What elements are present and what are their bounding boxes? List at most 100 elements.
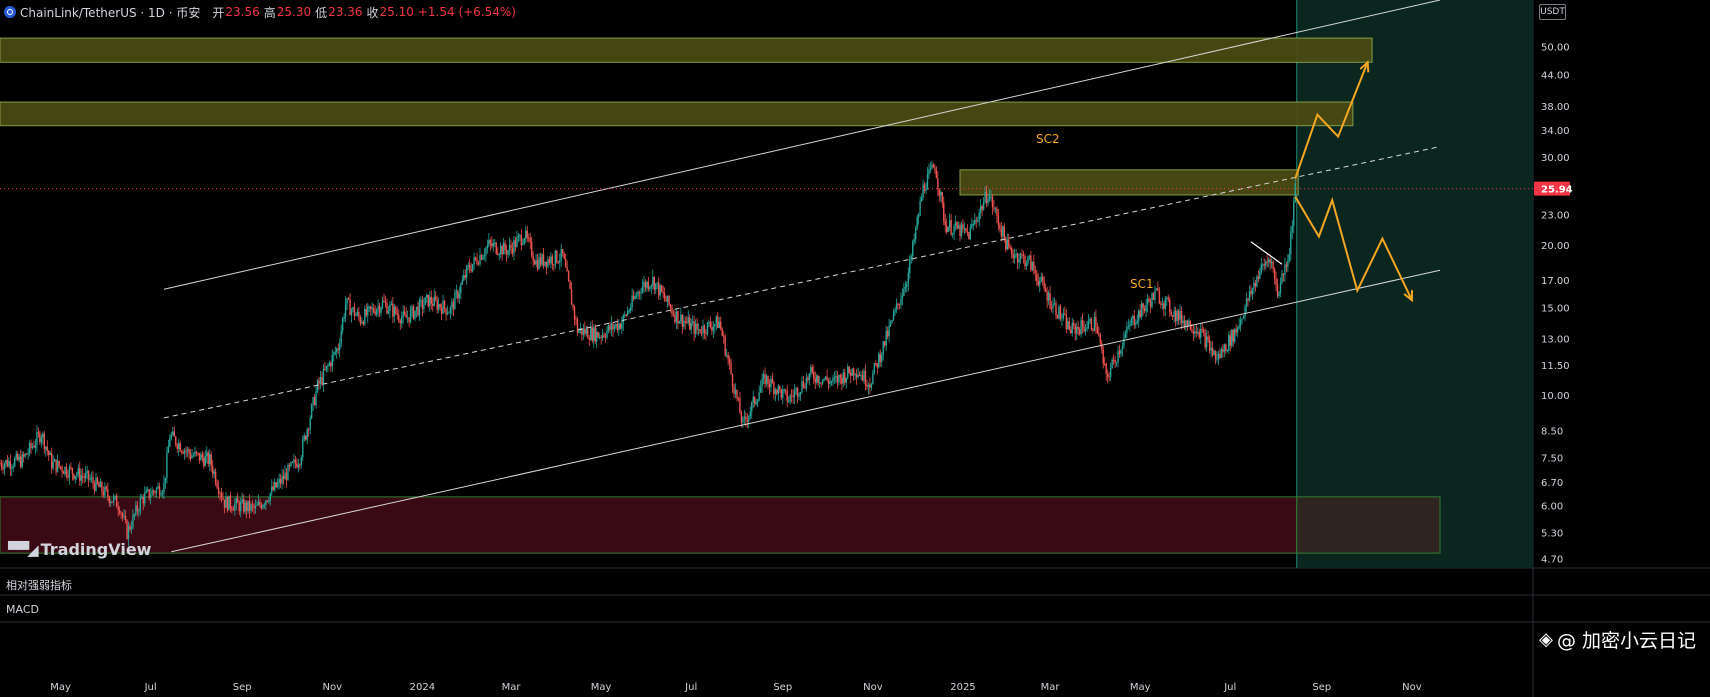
candle-body xyxy=(136,505,139,512)
candle-body xyxy=(513,240,515,254)
candle-body xyxy=(1284,264,1286,275)
candle-body xyxy=(387,311,390,314)
candle-body xyxy=(247,500,249,512)
candle-body xyxy=(418,300,421,316)
time-tick-label: Sep xyxy=(1312,682,1331,693)
candle-body xyxy=(928,169,930,175)
candle-body xyxy=(507,250,509,255)
candle-body xyxy=(307,429,310,431)
candle-body xyxy=(1152,293,1155,300)
candle-body xyxy=(940,192,942,196)
candle-body xyxy=(148,489,150,499)
candle-body xyxy=(55,459,57,472)
candle-body xyxy=(736,389,738,399)
candle-body xyxy=(817,375,819,383)
candle-body xyxy=(1276,284,1279,297)
candle-body xyxy=(256,504,258,506)
quote-currency-button[interactable]: USDT xyxy=(1539,4,1566,20)
price-tick-label: 13.00 xyxy=(1541,334,1570,345)
candle-body xyxy=(511,247,514,254)
candle-body xyxy=(18,456,20,461)
candle-body xyxy=(214,471,217,484)
macd-panel-label[interactable]: MACD xyxy=(6,603,39,616)
candle-body xyxy=(483,254,486,257)
candle-body xyxy=(87,470,90,480)
candle-body xyxy=(138,511,140,513)
candle-body xyxy=(519,235,521,237)
candle-body xyxy=(223,499,226,508)
candle-body xyxy=(734,389,737,394)
candle-body xyxy=(471,264,474,272)
candle-body xyxy=(844,372,846,383)
symbol-title[interactable]: ChainLink/TetherUS · 1D · 币安 xyxy=(20,5,201,20)
candle-body xyxy=(1013,255,1016,259)
candle-body xyxy=(414,310,416,319)
candle-body xyxy=(1265,261,1267,266)
candle-body xyxy=(259,501,261,505)
candle-body xyxy=(406,317,409,319)
candle-body xyxy=(1127,325,1130,327)
candle-body xyxy=(1015,253,1017,256)
candle-body xyxy=(186,449,189,452)
sc2-projection-path-arrowhead xyxy=(1359,60,1370,73)
candle-body xyxy=(652,277,654,286)
candle-body xyxy=(225,496,227,508)
candle-body xyxy=(226,496,229,511)
candle-body xyxy=(123,516,125,518)
candle-body xyxy=(1018,259,1020,263)
rsi-panel-label[interactable]: 相对强弱指标 xyxy=(6,579,72,592)
candle-body xyxy=(454,292,456,310)
candle-body xyxy=(352,307,354,310)
candle-body xyxy=(1180,310,1183,324)
candle-body xyxy=(686,321,688,323)
candle-body xyxy=(1236,327,1239,333)
candle-body xyxy=(46,446,48,451)
candle-body xyxy=(535,260,537,265)
candle-body xyxy=(45,446,47,450)
candle-body xyxy=(1176,311,1178,322)
candle-body xyxy=(932,164,935,168)
sc2-projection-path xyxy=(1294,61,1369,179)
candle-body xyxy=(1259,272,1261,279)
candle-body xyxy=(900,298,902,305)
candle-body xyxy=(993,207,995,209)
candle-body xyxy=(572,304,574,307)
candle-body xyxy=(616,323,619,331)
candle-body xyxy=(951,233,954,235)
candle-body xyxy=(79,468,81,481)
candle-body xyxy=(1118,351,1121,355)
candle-body xyxy=(523,238,526,244)
candle-body xyxy=(861,375,864,381)
candle-body xyxy=(671,307,673,314)
candle-body xyxy=(248,500,251,511)
candle-body xyxy=(674,315,676,323)
candle-body xyxy=(768,383,771,387)
candle-body xyxy=(240,502,242,512)
candle-body xyxy=(665,298,667,302)
candle-body xyxy=(437,304,440,310)
candle-body xyxy=(253,505,255,509)
candle-body xyxy=(1142,303,1144,309)
candle-body xyxy=(539,257,542,265)
candle-body xyxy=(882,341,884,355)
candle-body xyxy=(548,259,551,263)
candle-body xyxy=(480,254,483,260)
candle-body xyxy=(279,478,282,484)
candle-body xyxy=(452,302,455,310)
candle-body xyxy=(1037,280,1039,286)
candle-body xyxy=(1124,333,1127,338)
candle-body xyxy=(426,294,428,298)
candle-body xyxy=(897,303,899,305)
candle-body xyxy=(1089,318,1091,322)
candle-body xyxy=(421,300,424,309)
candle-body xyxy=(1254,282,1257,287)
candle-body xyxy=(1247,298,1249,301)
price-tick-label: 20.00 xyxy=(1541,241,1570,252)
candle-body xyxy=(130,527,133,530)
candle-body xyxy=(830,381,833,383)
candle-body xyxy=(1194,331,1196,334)
candle-body xyxy=(870,384,873,388)
candle-body xyxy=(724,336,726,356)
candle-body xyxy=(1120,349,1122,355)
